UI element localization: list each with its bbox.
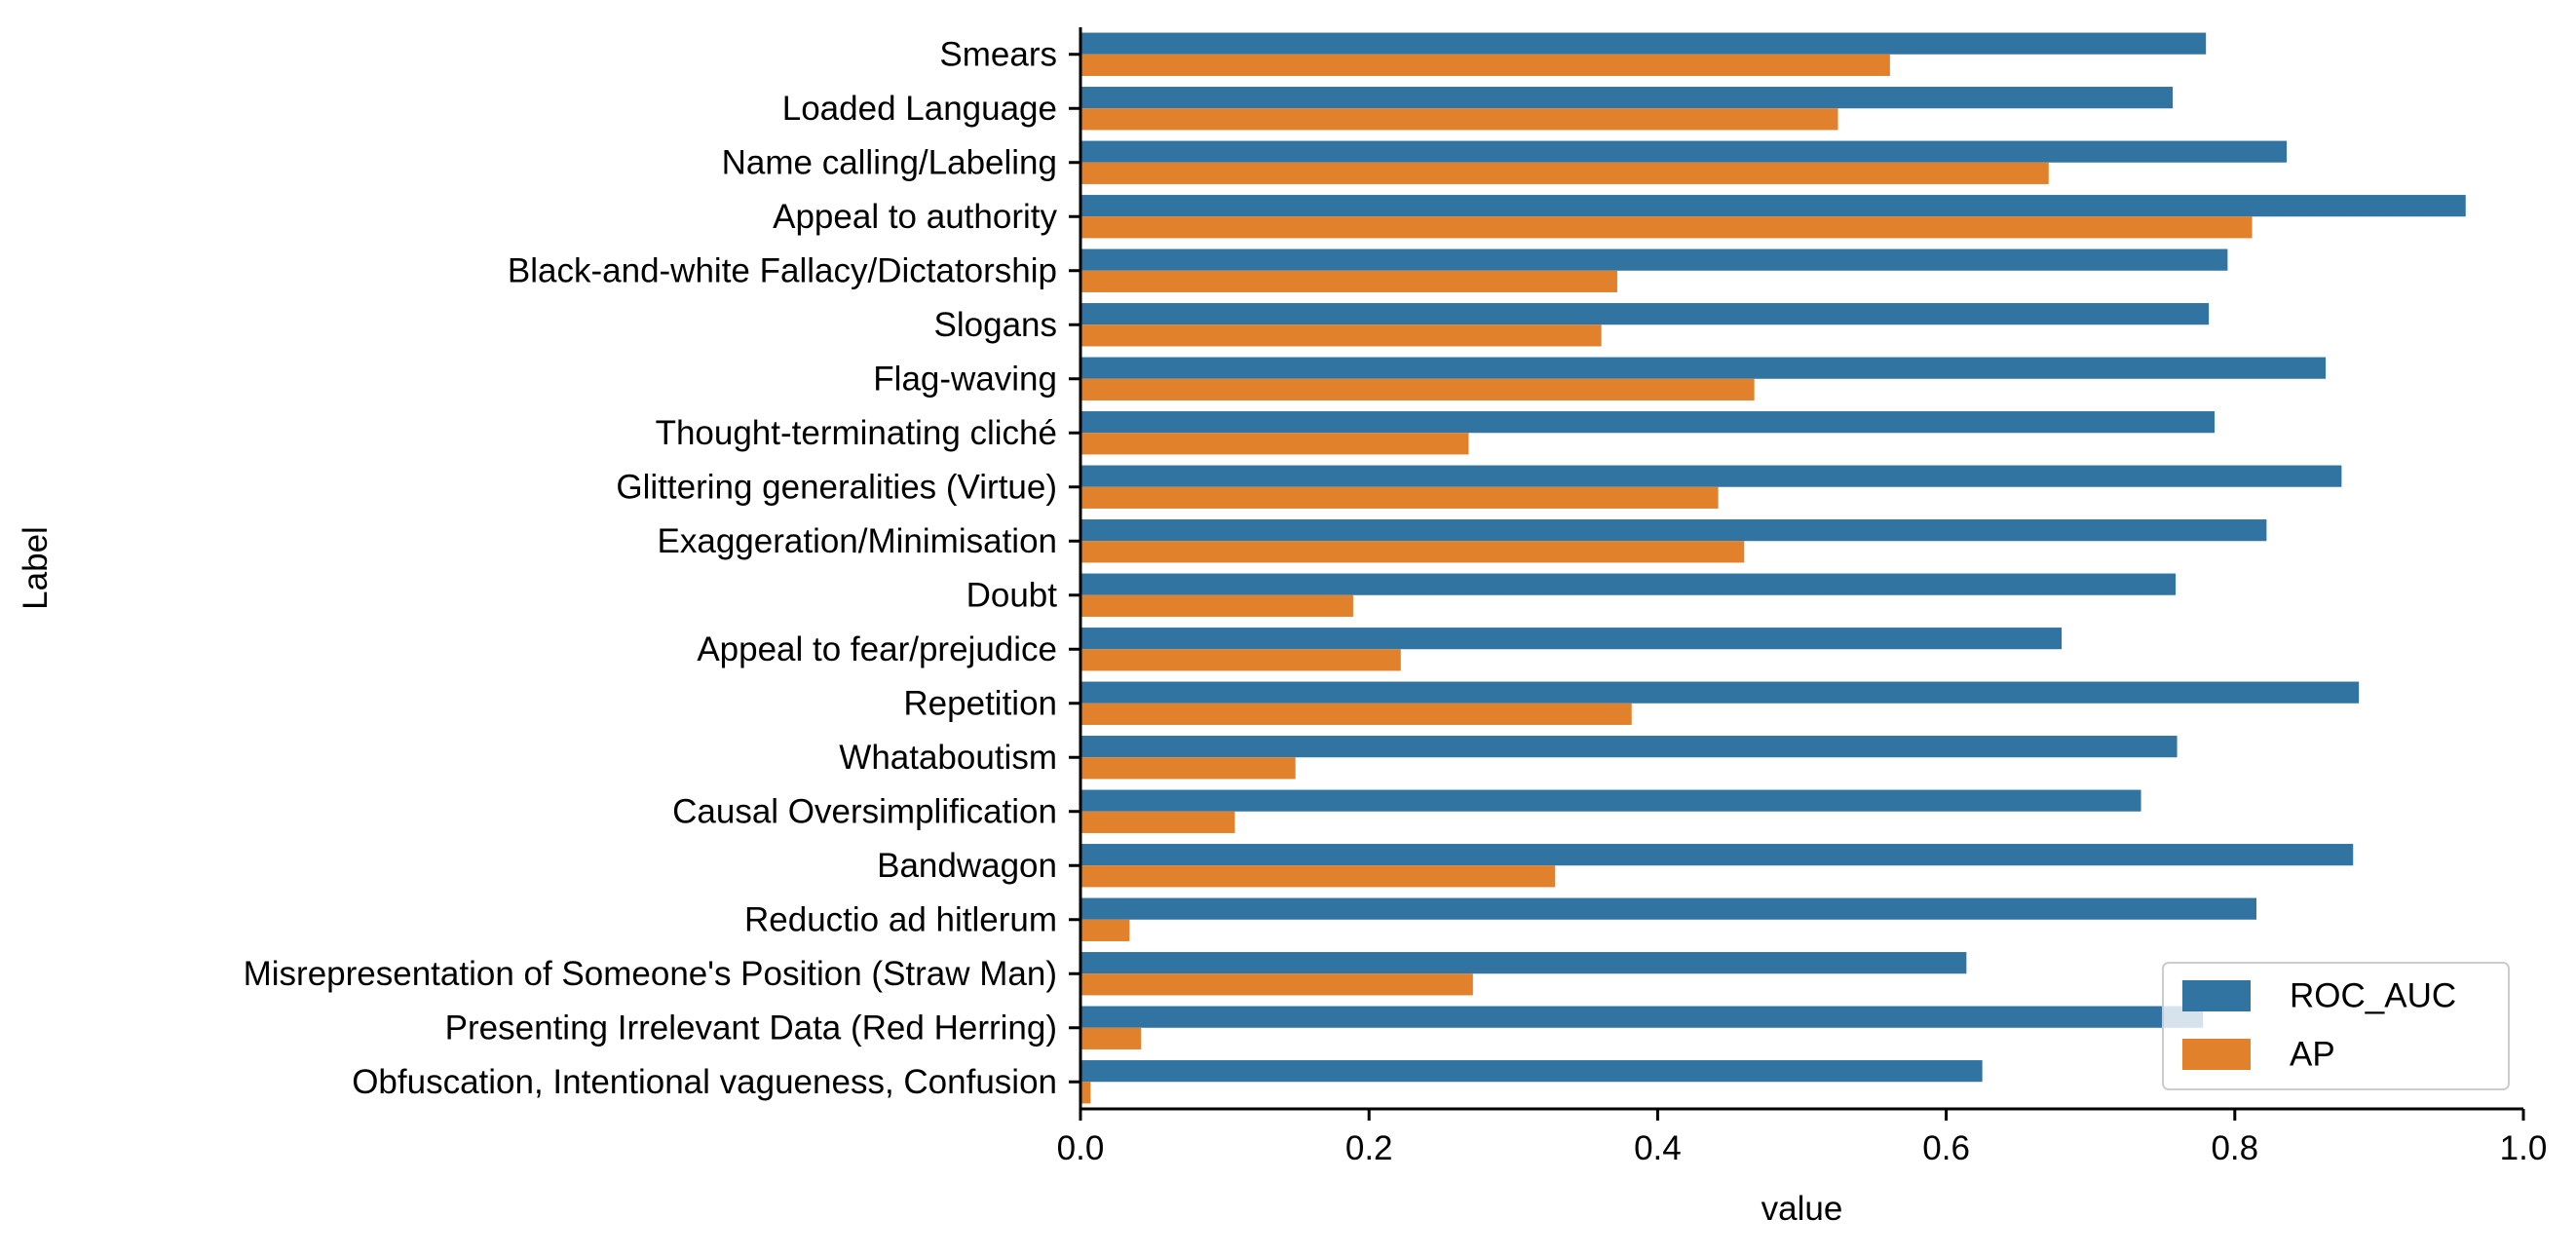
y-tick-labels: Smears Loaded Language Name calling/Labeli…: [244, 35, 1080, 1101]
x-tick-label: 0.0: [1057, 1129, 1105, 1167]
y-tick-label: Appeal to authority: [773, 198, 1057, 236]
bar-roc-auc-7: [1080, 411, 2216, 434]
x-tick-label: 0.6: [1922, 1129, 1970, 1167]
y-tick-label: Whataboutism: [839, 739, 1057, 777]
y-tick-label: Bandwagon: [877, 847, 1057, 885]
y-tick-label: Name calling/Labeling: [722, 143, 1057, 181]
y-tick-label: Appeal to fear/prejudice: [697, 630, 1057, 668]
bar-ap-12: [1080, 703, 1632, 725]
bar-roc-auc-11: [1080, 628, 2063, 650]
bar-ap-1: [1080, 108, 1838, 131]
axes-layer: [1079, 27, 2523, 1111]
y-tick-label: Black-and-white Fallacy/Dictatorship: [508, 251, 1057, 289]
bar-roc-auc-13: [1080, 736, 2178, 758]
bar-roc-auc-6: [1080, 357, 2327, 379]
bar-ap-13: [1080, 757, 1296, 780]
y-tick-label: Flag-waving: [873, 360, 1057, 398]
bar-ap-18: [1080, 1027, 1142, 1049]
legend-swatch-roc-auc: [2182, 980, 2251, 1011]
bar-ap-6: [1080, 378, 1755, 400]
bar-ap-19: [1080, 1082, 1091, 1104]
bar-ap-5: [1080, 324, 1602, 347]
bar-ap-10: [1080, 594, 1353, 617]
y-tick-label: Smears: [939, 35, 1057, 73]
bars-layer: [1080, 32, 2466, 1104]
bar-roc-auc-5: [1080, 303, 2210, 325]
y-tick-label: Loaded Language: [782, 90, 1057, 128]
bar-roc-auc-10: [1080, 573, 2177, 595]
bar-roc-auc-2: [1080, 140, 2288, 163]
y-tick-label: Causal Oversimplification: [672, 792, 1057, 830]
bar-ap-17: [1080, 973, 1473, 996]
y-tick-label: Glittering generalities (Virtue): [616, 468, 1057, 506]
bar-ap-4: [1080, 270, 1617, 292]
bar-ap-11: [1080, 649, 1401, 671]
x-axis-title: value: [1762, 1190, 1843, 1228]
y-tick-label: Misrepresentation of Someone's Position …: [244, 955, 1057, 993]
y-tick-label: Doubt: [966, 576, 1058, 614]
y-tick-label: Exaggeration/Minimisation: [658, 522, 1057, 560]
legend-label-ap: AP: [2290, 1036, 2335, 1074]
legend-swatch-ap: [2182, 1039, 2251, 1070]
bar-roc-auc-1: [1080, 87, 2174, 109]
y-tick-label: Slogans: [934, 306, 1057, 344]
y-tick-label: Obfuscation, Intentional vagueness, Conf…: [352, 1063, 1057, 1101]
x-tick-label: 1.0: [2500, 1129, 2548, 1167]
bar-ap-3: [1080, 216, 2253, 239]
bar-roc-auc-19: [1080, 1060, 1983, 1083]
x-tick-labels: 0.0 0.2 0.4 0.6 0.8 1.0: [1057, 1109, 2548, 1167]
bar-ap-0: [1080, 54, 1890, 76]
bar-roc-auc-17: [1080, 952, 1967, 974]
bar-ap-2: [1080, 162, 2049, 184]
x-tick-label: 0.2: [1345, 1129, 1393, 1167]
bar-ap-16: [1080, 919, 1130, 941]
bar-ap-14: [1080, 811, 1235, 833]
bar-ap-15: [1080, 865, 1556, 888]
bar-roc-auc-15: [1080, 844, 2354, 866]
bar-ap-9: [1080, 541, 1745, 563]
bar-ap-7: [1080, 433, 1469, 455]
bar-roc-auc-18: [1080, 1006, 2204, 1028]
bar-roc-auc-9: [1080, 519, 2267, 542]
y-tick-label: Repetition: [903, 684, 1057, 722]
bar-roc-auc-4: [1080, 248, 2228, 271]
legend-label-roc-auc: ROC_AUC: [2290, 977, 2456, 1015]
bar-roc-auc-16: [1080, 897, 2257, 920]
y-tick-label: Reductio ad hitlerum: [744, 900, 1057, 938]
bar-roc-auc-14: [1080, 789, 2141, 812]
bar-roc-auc-3: [1080, 195, 2466, 217]
bar-roc-auc-8: [1080, 465, 2342, 487]
y-axis-title: Label: [17, 526, 55, 610]
y-tick-label: Thought-terminating cliché: [656, 414, 1057, 452]
legend: ROC_AUC AP: [2162, 962, 2510, 1090]
bar-roc-auc-12: [1080, 681, 2360, 704]
bar-ap-8: [1080, 486, 1719, 509]
bar-roc-auc-0: [1080, 32, 2207, 55]
x-tick-label: 0.8: [2211, 1129, 2258, 1167]
x-tick-label: 0.4: [1634, 1129, 1682, 1167]
y-tick-label: Presenting Irrelevant Data (Red Herring): [445, 1009, 1057, 1047]
